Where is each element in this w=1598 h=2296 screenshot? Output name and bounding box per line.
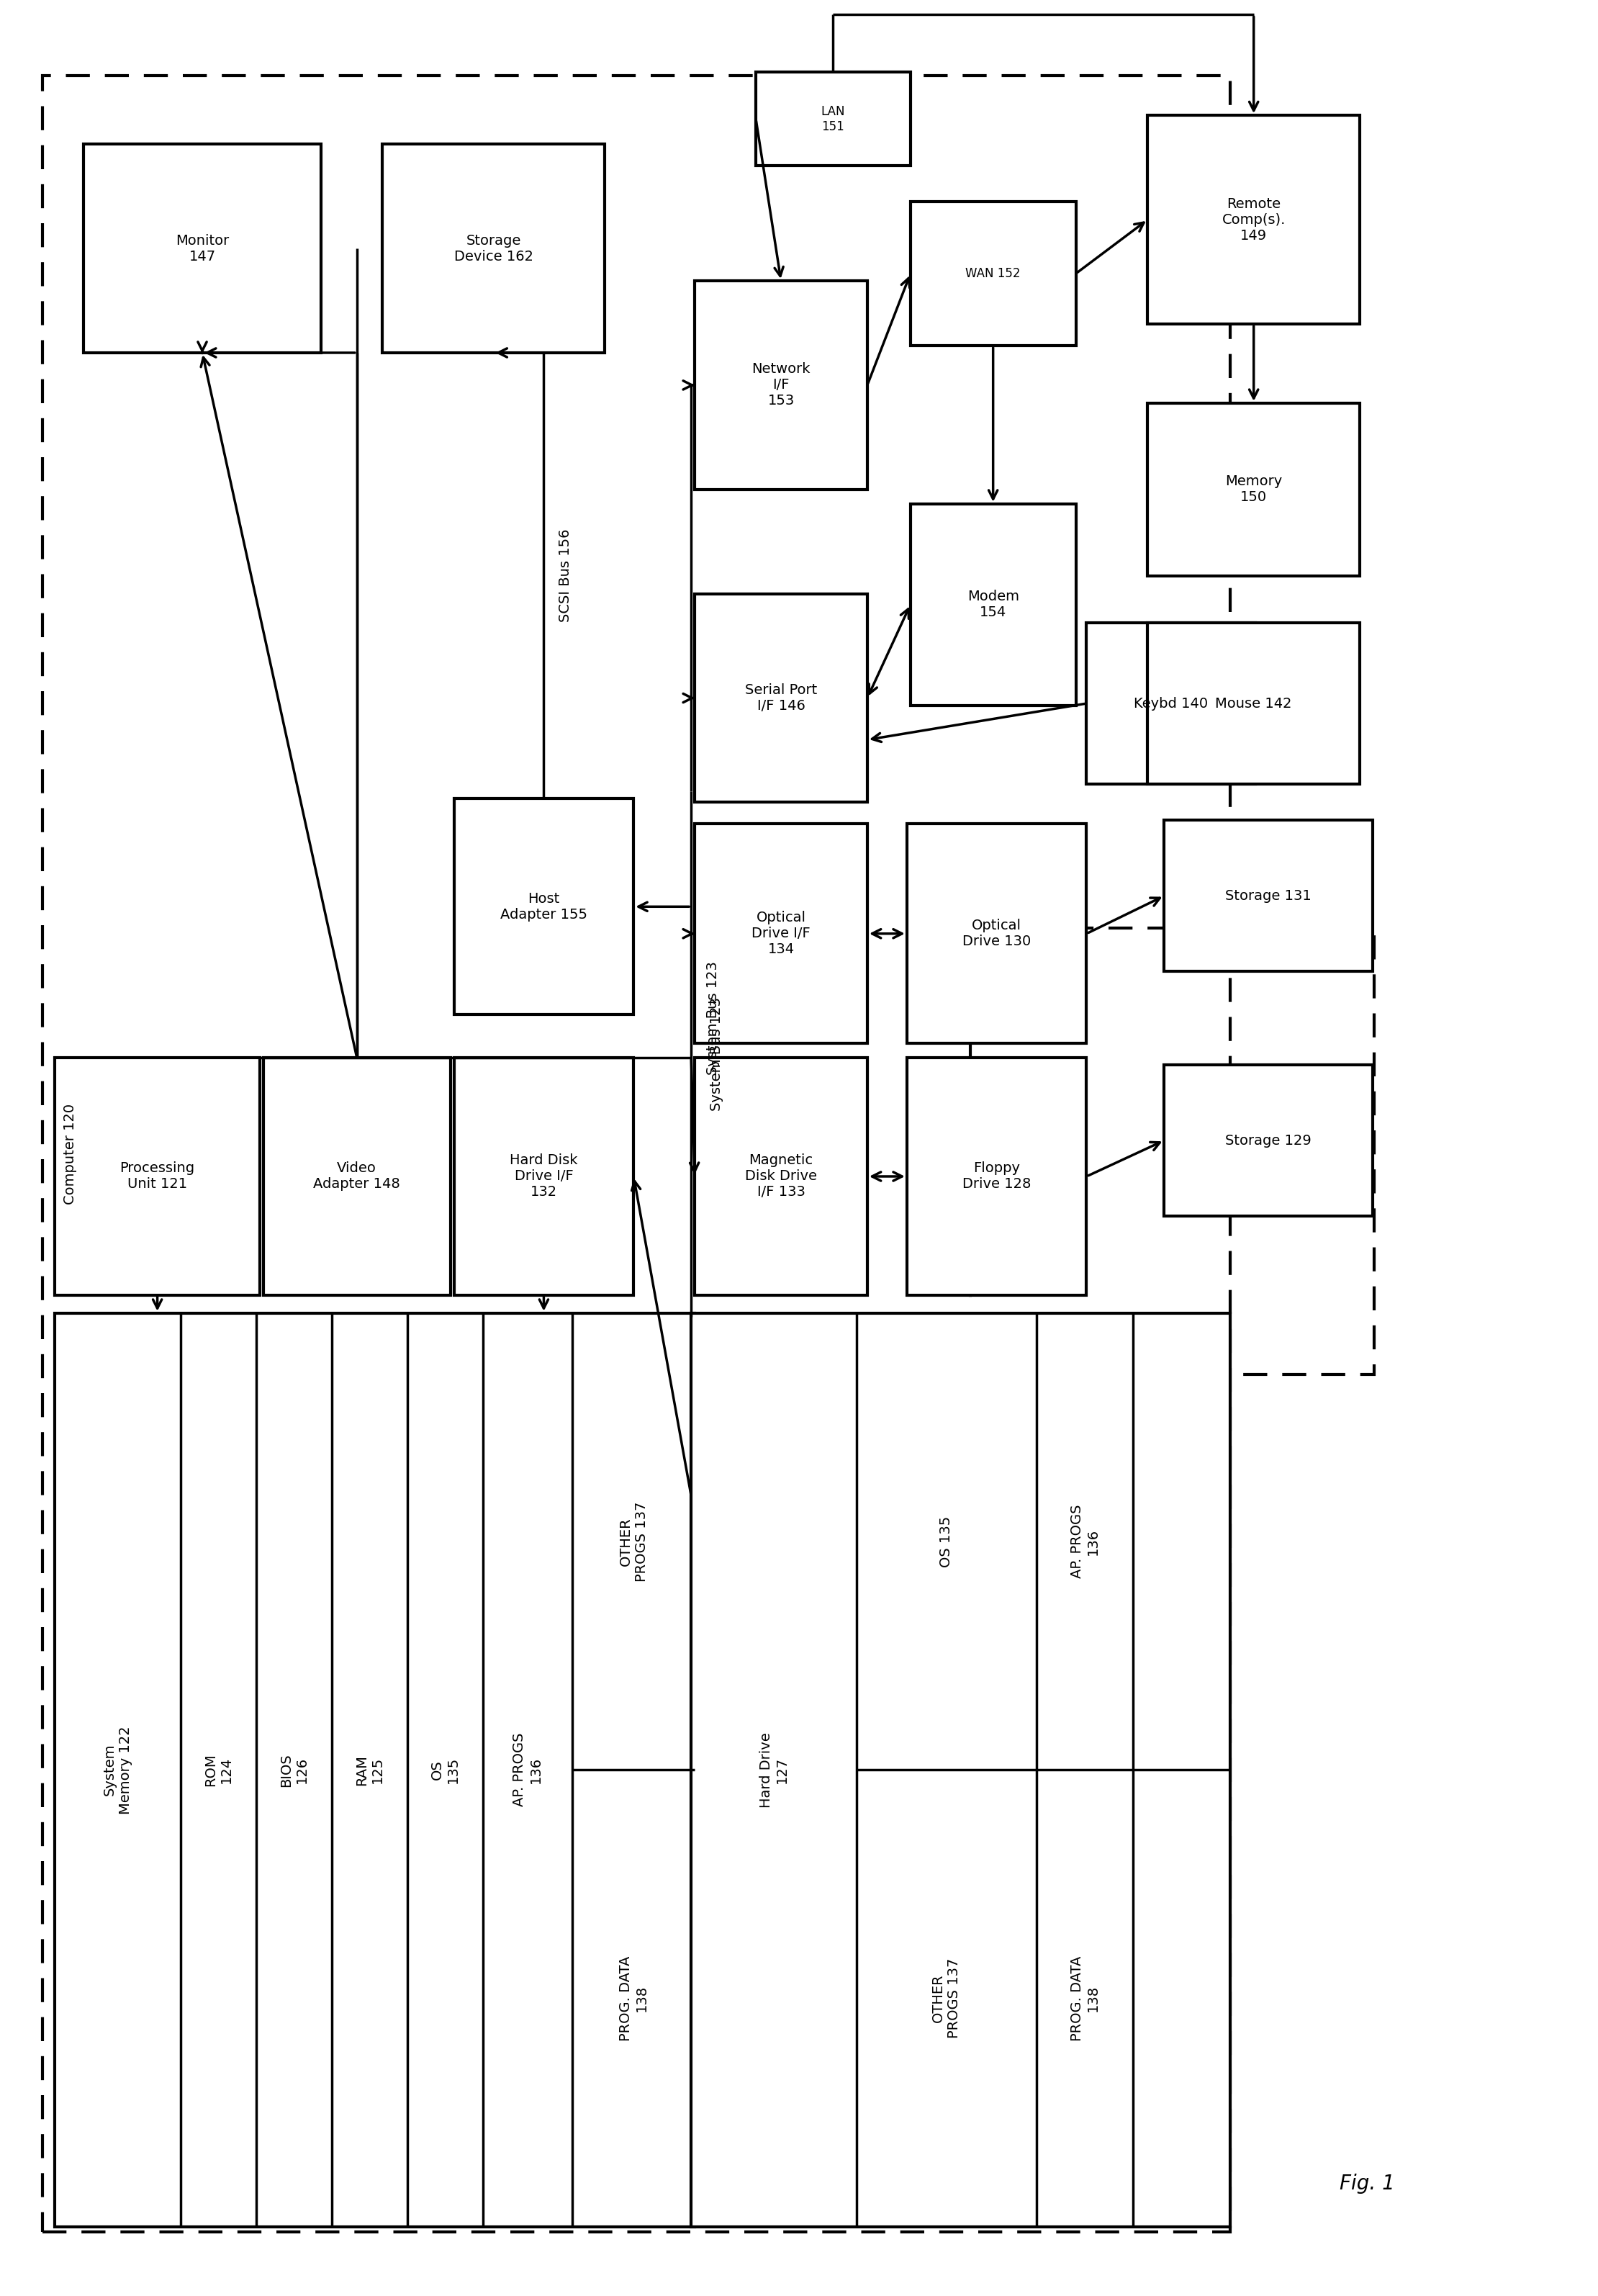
Bar — [382, 145, 606, 354]
Text: System
Memory 122: System Memory 122 — [102, 1727, 133, 1814]
Text: OTHER
PROGS 137: OTHER PROGS 137 — [932, 1958, 960, 2039]
Bar — [54, 1313, 695, 2227]
Bar — [695, 824, 868, 1042]
Text: Memory
150: Memory 150 — [1226, 475, 1282, 505]
Text: Hard Drive
127: Hard Drive 127 — [759, 1731, 788, 1807]
Text: Storage 129: Storage 129 — [1226, 1134, 1312, 1148]
Text: SCSI Bus 156: SCSI Bus 156 — [559, 528, 572, 622]
Bar — [695, 280, 868, 489]
Text: Keybd 140: Keybd 140 — [1135, 696, 1208, 709]
Bar — [692, 1313, 1230, 2227]
Text: LAN
151: LAN 151 — [821, 106, 845, 133]
Text: Hard Disk
Drive I/F
132: Hard Disk Drive I/F 132 — [510, 1153, 578, 1199]
Bar — [83, 145, 321, 354]
Text: Network
I/F
153: Network I/F 153 — [751, 363, 810, 409]
Text: OS 135: OS 135 — [940, 1515, 954, 1568]
Bar — [911, 202, 1075, 347]
Text: BIOS
126: BIOS 126 — [280, 1754, 308, 1786]
Bar — [454, 1058, 634, 1295]
Text: RAM
125: RAM 125 — [355, 1754, 384, 1786]
Bar — [454, 799, 634, 1015]
Text: Modem
154: Modem 154 — [967, 590, 1020, 620]
Text: ROM
124: ROM 124 — [203, 1754, 233, 1786]
Text: System Bus 123: System Bus 123 — [710, 996, 724, 1111]
Text: Storage
Device 162: Storage Device 162 — [454, 234, 534, 264]
Text: OS
135: OS 135 — [430, 1756, 460, 1784]
Text: Video
Adapter 148: Video Adapter 148 — [313, 1162, 401, 1192]
Text: Mouse 142: Mouse 142 — [1216, 696, 1293, 709]
Text: Fig. 1: Fig. 1 — [1339, 2174, 1395, 2193]
Text: Processing
Unit 121: Processing Unit 121 — [120, 1162, 195, 1192]
Text: Monitor
147: Monitor 147 — [176, 234, 229, 264]
Bar — [906, 1058, 1087, 1295]
Bar — [695, 1058, 868, 1295]
Text: Serial Port
I/F 146: Serial Port I/F 146 — [745, 684, 817, 712]
Text: AP. PROGS
136: AP. PROGS 136 — [513, 1733, 542, 1807]
Bar — [1165, 1065, 1373, 1217]
Bar — [1147, 115, 1360, 324]
Bar — [906, 824, 1087, 1042]
Text: Magnetic
Disk Drive
I/F 133: Magnetic Disk Drive I/F 133 — [745, 1153, 817, 1199]
Bar — [1147, 622, 1360, 785]
Text: Host
Adapter 155: Host Adapter 155 — [500, 891, 588, 921]
Bar — [54, 1058, 260, 1295]
Bar — [695, 595, 868, 801]
Text: System Bus 123: System Bus 123 — [706, 962, 719, 1075]
Text: WAN 152: WAN 152 — [965, 266, 1021, 280]
Bar — [911, 503, 1075, 705]
Text: Computer 120: Computer 120 — [64, 1104, 77, 1203]
Text: Floppy
Drive 128: Floppy Drive 128 — [962, 1162, 1031, 1192]
Text: Optical
Drive 130: Optical Drive 130 — [962, 918, 1031, 948]
Bar — [1147, 404, 1360, 576]
Bar — [756, 71, 911, 165]
Text: Optical
Drive I/F
134: Optical Drive I/F 134 — [751, 912, 810, 957]
Text: Storage 131: Storage 131 — [1226, 889, 1312, 902]
Text: Remote
Comp(s).
149: Remote Comp(s). 149 — [1222, 197, 1285, 243]
Bar — [970, 928, 1374, 1375]
Bar — [264, 1058, 451, 1295]
Text: PROG. DATA
138: PROG. DATA 138 — [1071, 1956, 1099, 2041]
Bar — [43, 76, 1230, 2232]
Bar — [1165, 820, 1373, 971]
Text: PROG. DATA
138: PROG. DATA 138 — [618, 1956, 649, 2041]
Bar — [1087, 622, 1256, 785]
Text: OTHER
PROGS 137: OTHER PROGS 137 — [618, 1502, 649, 1582]
Text: AP. PROGS
136: AP. PROGS 136 — [1071, 1504, 1099, 1577]
